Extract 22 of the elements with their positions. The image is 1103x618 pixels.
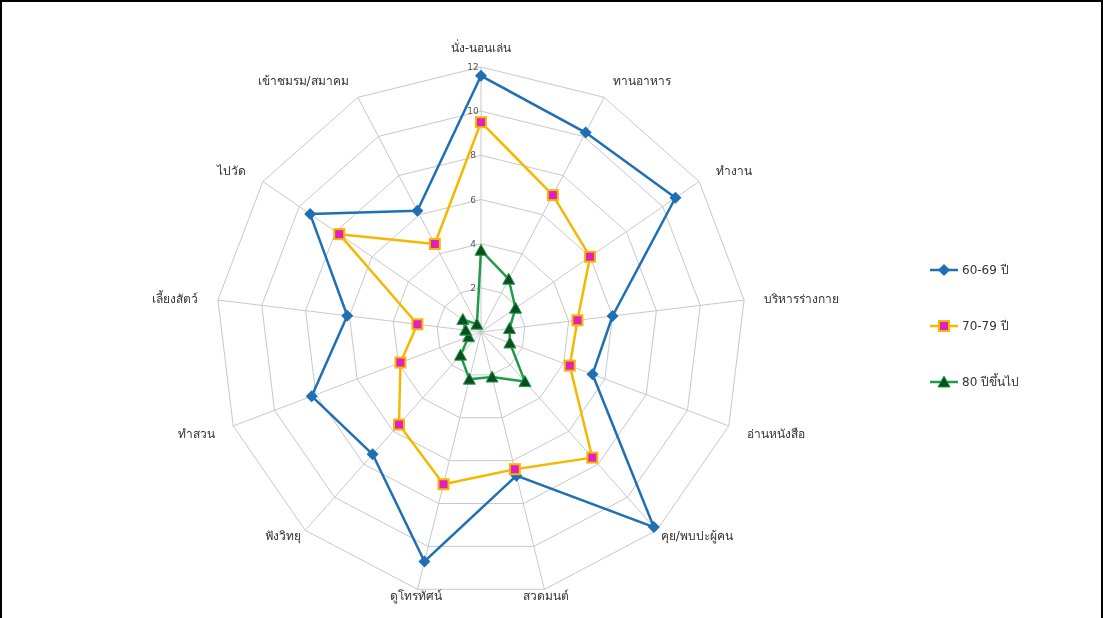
- spoke-label: ดูโทรทัศน์: [390, 589, 443, 605]
- legend-label: 80 ปีขึ้นไป: [962, 373, 1020, 389]
- y-tick-label: 6: [470, 194, 477, 205]
- spoke-label: สวดมนต์: [522, 589, 569, 604]
- spoke-label: นั่ง-นอนเล่น: [450, 39, 512, 55]
- spoke-label: ทำสวน: [177, 427, 215, 442]
- legend-label: 60-69 ปี: [962, 263, 1009, 277]
- spoke-label: เลี้ยงสัตว์: [152, 289, 199, 306]
- spoke-label: ไปวัด: [216, 164, 247, 179]
- y-tick-label: 2: [470, 282, 476, 293]
- y-tick-label: 10: [467, 106, 479, 117]
- legend-label: 70-79 ปี: [962, 319, 1009, 333]
- spoke-label: บริหารร่างกาย: [763, 291, 839, 306]
- y-tick-label: 4: [470, 238, 477, 249]
- spoke-label: ทำงาน: [715, 164, 752, 179]
- spoke-label: ฟังวิทยุ: [265, 528, 302, 544]
- spoke-label: คุย/พบปะผู้คน: [660, 528, 733, 544]
- y-tick-label: 12: [467, 62, 479, 72]
- y-tick-label: 8: [470, 150, 477, 161]
- spoke-label: ทานอาหาร: [613, 73, 673, 88]
- spoke-label: อ่านหนังสือ: [747, 427, 806, 442]
- spoke-label: เข้าชมรม/สมาคม: [257, 73, 349, 88]
